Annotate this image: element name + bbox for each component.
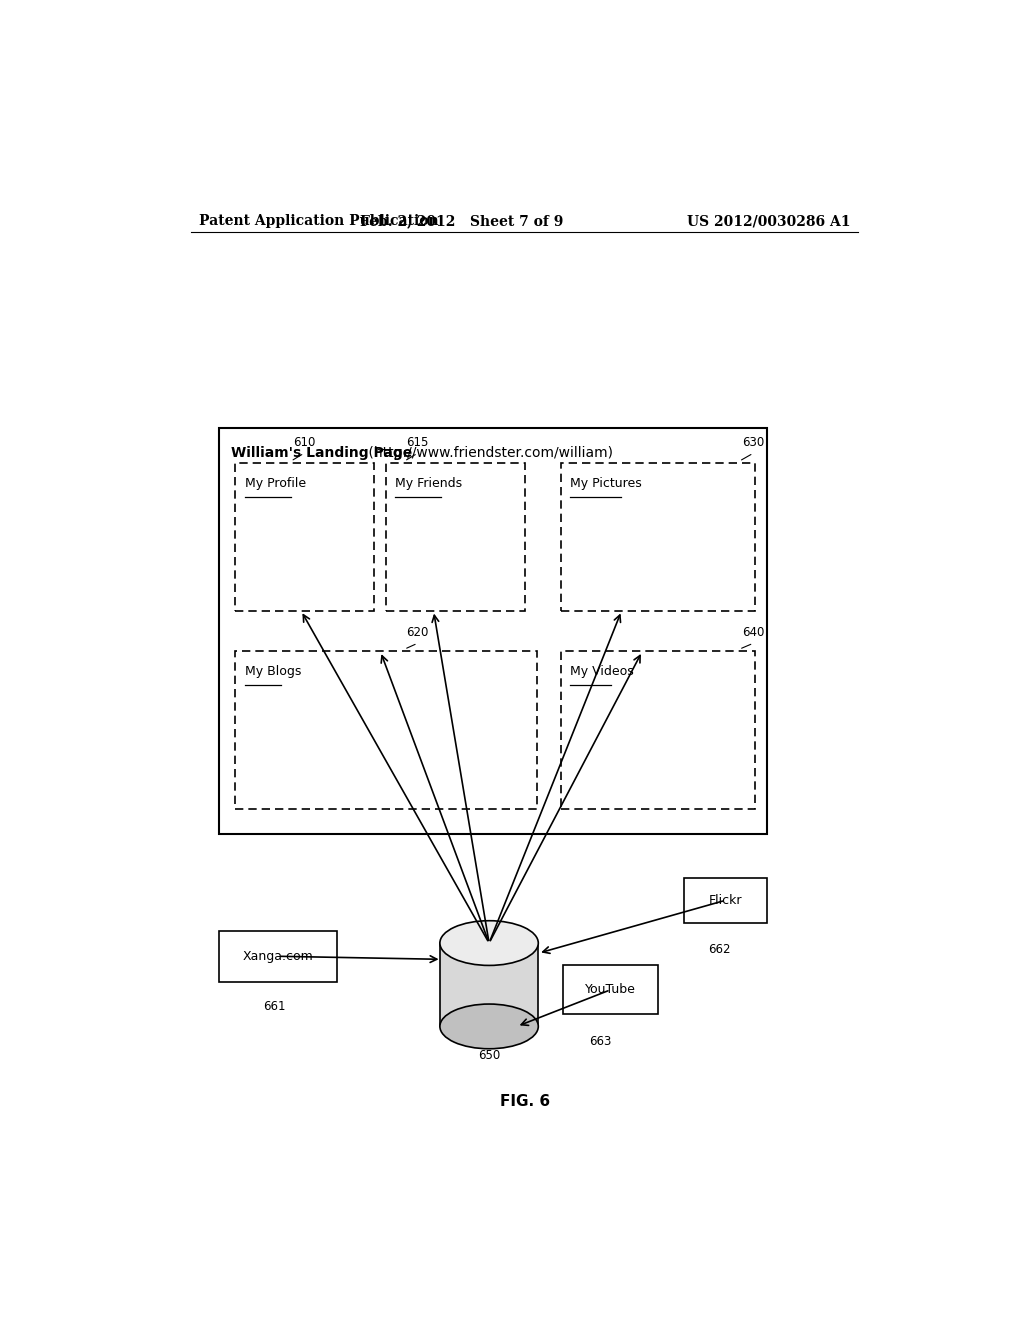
Text: FIG. 6: FIG. 6 (500, 1094, 550, 1109)
Text: 615: 615 (407, 436, 429, 449)
Text: My Videos: My Videos (570, 664, 634, 677)
Bar (563, 965, 658, 1014)
Bar (219, 428, 767, 834)
Bar (219, 931, 337, 982)
Text: Feb. 2, 2012   Sheet 7 of 9: Feb. 2, 2012 Sheet 7 of 9 (359, 214, 563, 228)
Text: 610: 610 (293, 436, 315, 449)
Bar (560, 651, 755, 809)
Bar (560, 463, 755, 611)
Text: Xanga.com: Xanga.com (243, 950, 313, 962)
Text: Patent Application Publication: Patent Application Publication (200, 214, 439, 228)
Text: My Blogs: My Blogs (245, 664, 301, 677)
Text: My Friends: My Friends (395, 477, 463, 490)
Ellipse shape (440, 921, 539, 965)
Bar (386, 463, 524, 611)
Text: My Pictures: My Pictures (570, 477, 642, 490)
Bar (236, 463, 374, 611)
Text: Flickr: Flickr (709, 894, 742, 907)
Text: (http://www.friendster.com/william): (http://www.friendster.com/william) (365, 446, 613, 461)
Bar (236, 651, 537, 809)
Text: 640: 640 (742, 626, 765, 639)
Text: 620: 620 (407, 626, 429, 639)
Text: My Profile: My Profile (245, 477, 306, 490)
Text: 630: 630 (742, 436, 765, 449)
Bar (440, 942, 539, 1027)
Text: 650: 650 (478, 1049, 500, 1061)
Bar (684, 878, 767, 923)
Text: 662: 662 (708, 942, 730, 956)
Ellipse shape (440, 1005, 539, 1049)
Text: 661: 661 (263, 1001, 286, 1012)
Text: William's Landing Page: William's Landing Page (231, 446, 413, 461)
Text: 663: 663 (589, 1035, 611, 1048)
Text: YouTube: YouTube (585, 983, 636, 997)
Text: US 2012/0030286 A1: US 2012/0030286 A1 (687, 214, 850, 228)
